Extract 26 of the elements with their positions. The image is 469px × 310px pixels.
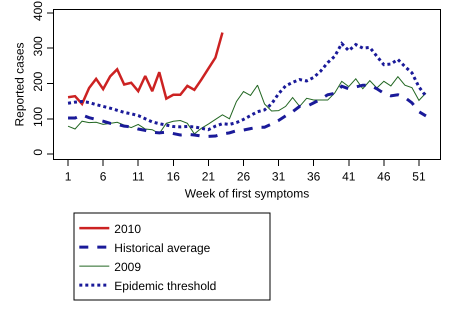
- x-tick-label: 16: [166, 169, 180, 184]
- y-tick-label: 300: [31, 36, 46, 56]
- x-tick-label: 31: [272, 169, 286, 184]
- legend-label: 2010: [114, 222, 142, 236]
- line-series: [66, 31, 224, 106]
- x-tick-label: 36: [306, 169, 321, 184]
- x-tick-label: 11: [132, 169, 145, 184]
- x-tick-label: 1: [64, 169, 72, 184]
- y-tick-label: 0: [31, 148, 46, 156]
- line-series: [66, 84, 428, 138]
- legend-label: Epidemic threshold: [114, 278, 216, 293]
- y-tick-label: 100: [31, 106, 46, 127]
- legend-label: Historical average: [114, 240, 211, 255]
- x-axis-title: Week of first symptoms: [184, 186, 310, 200]
- x-tick-label: 6: [100, 169, 107, 184]
- x-tick-label: 21: [202, 169, 216, 184]
- x-tick-label: 26: [236, 169, 250, 184]
- line-series: [68, 76, 426, 134]
- x-tick-label: 51: [412, 169, 426, 184]
- y-axis-title: Reported cases: [12, 42, 26, 127]
- y-tick-label: 400: [31, 0, 46, 22]
- x-tick-label: 41: [342, 169, 356, 184]
- legend-label: 2009: [114, 260, 142, 274]
- y-tick-label: 200: [31, 71, 46, 92]
- line-series: [66, 42, 428, 132]
- x-tick-label: 46: [377, 169, 391, 184]
